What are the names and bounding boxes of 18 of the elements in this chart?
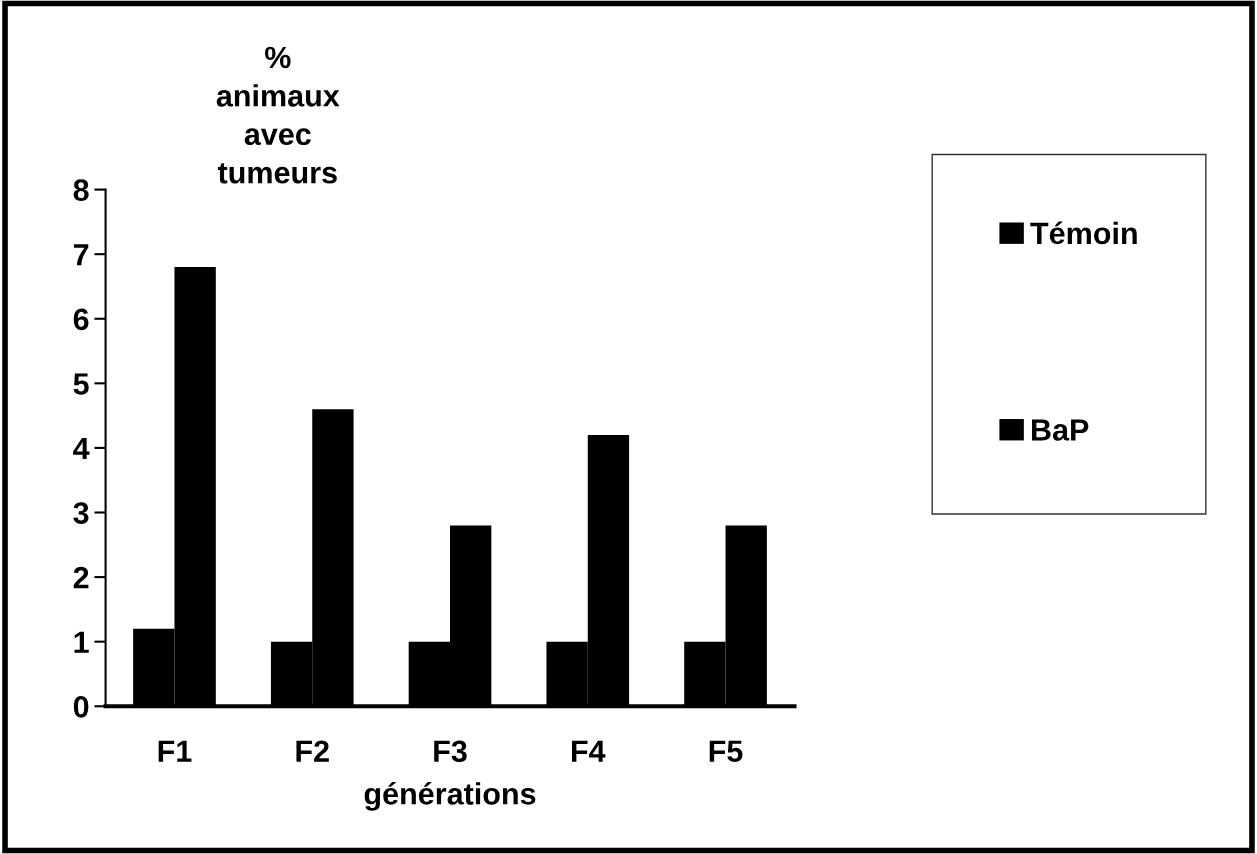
y-tick-label: 4 xyxy=(73,437,90,459)
legend-label: BaP xyxy=(1032,419,1089,441)
y-tick-label: 3 xyxy=(73,502,89,524)
y-tick-label: 5 xyxy=(73,373,89,395)
y-tick-label: 7 xyxy=(73,244,89,266)
y-tick-label: 8 xyxy=(73,179,89,201)
y-tick-label: 2 xyxy=(73,566,89,589)
y-tick-label: 0 xyxy=(73,695,89,718)
x-tick-label: F2 xyxy=(296,740,329,762)
x-tick-label: F1 xyxy=(158,740,192,762)
x-axis-title: générations xyxy=(364,781,536,811)
y-tick-label: 6 xyxy=(73,308,89,331)
y-axis-title: % animaux avec tumeurs xyxy=(216,46,340,184)
x-tick-label: F4 xyxy=(571,740,606,762)
x-tick-label: F5 xyxy=(709,740,743,763)
legend-label: Témoin xyxy=(1030,221,1137,245)
x-tick-label: F3 xyxy=(434,740,467,763)
y-tick-label: 1 xyxy=(74,631,89,653)
